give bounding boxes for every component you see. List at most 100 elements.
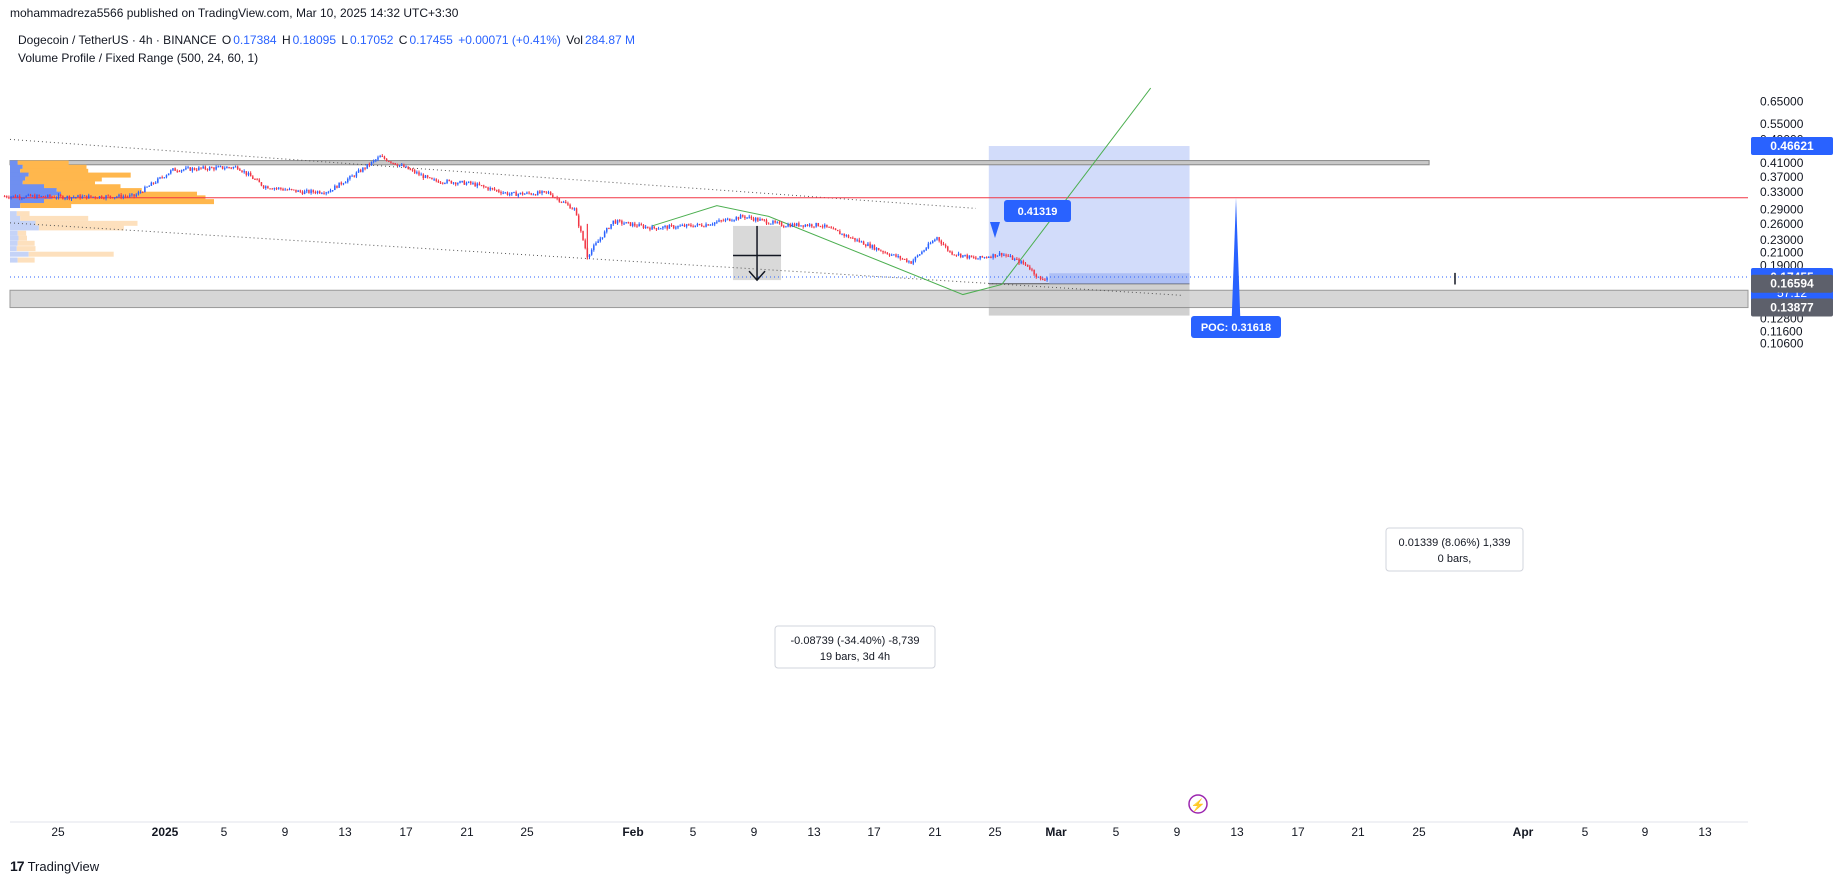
candle-body [925,248,927,251]
candle-body [362,167,364,172]
candle-body [129,195,131,197]
candle-body [273,188,276,190]
x-tick-label: 25 [520,825,534,839]
candle-body [700,224,703,227]
candle-body [236,166,239,170]
candle-body [992,254,994,258]
candle-body [36,195,38,199]
candle-body [77,195,79,198]
chart-legend: Dogecoin / TetherUS · 4h · BINANCE O 0.17… [18,33,637,47]
candle-body [187,167,189,169]
candle-body [75,197,77,199]
candle-body [403,164,405,168]
candle-body [906,259,908,262]
candle-body [312,190,314,193]
candle-body [724,219,727,221]
candle-body [310,190,312,193]
candle-body [228,167,230,169]
candle-body [776,222,779,224]
candle-body [836,229,839,232]
candle-body [275,188,278,190]
candle-body [614,220,617,224]
candle-body [970,255,973,258]
candle-body [422,174,425,178]
candle-body [474,183,476,187]
candle-body [629,222,632,226]
candle-body [368,164,371,166]
candle-body [616,220,619,224]
candle-body [949,250,951,252]
candle-body [1022,261,1025,264]
poc-callout-text: POC: 0.31618 [1201,322,1271,334]
drawing-lines [9,87,1748,296]
candle-body [16,196,19,198]
candle-body [1007,255,1009,257]
candle-body [936,237,938,240]
candle-body [985,257,988,259]
indicator-title[interactable]: Volume Profile / Fixed Range (500, 24, 6… [18,51,259,65]
y-axis: 0.650000.550000.490000.450000.410000.370… [1751,95,1833,350]
vp-bar-down [38,225,124,231]
candle-body [217,166,220,168]
candle-body [787,224,789,227]
candle-body [172,168,174,171]
symbol-title[interactable]: Dogecoin / TetherUS · 4h · BINANCE [18,33,217,47]
candle-body [677,225,679,228]
measure-label-1-line: -0.08739 (-34.40%) -8,739 [790,635,919,647]
candle-body [582,231,584,241]
candle-body [659,228,662,230]
vp-bar-down [17,160,69,166]
vp-bar-down [20,203,72,209]
candle-body [38,195,40,197]
candle-body [435,179,438,181]
candle-body [167,173,170,176]
candle-body [495,189,498,191]
candle-body [685,224,688,227]
candle-body [331,190,334,192]
candle-body [880,250,882,252]
support-zone [9,289,1749,309]
candle-body [152,182,155,184]
candle-body [778,222,781,224]
vp-bar-down [18,235,27,241]
candle-body [959,253,962,257]
candle-body [243,171,245,173]
candle-body [849,237,852,239]
candle-body [301,191,304,195]
candle-body [355,172,358,177]
overlay-layer: -0.08739 (-34.40%) -8,739 19 bars, 3d 4h 0… [733,197,1524,814]
candle-body [964,254,966,256]
candle-body [25,195,27,198]
candle-body [938,237,940,241]
candle-body [21,197,23,199]
candle-body [826,224,828,227]
x-tick-label: 9 [282,825,289,839]
tv-logo-icon: 17 [10,858,25,874]
candle-body [595,242,597,246]
candle-body [413,170,416,173]
candle-body [3,196,6,198]
candle-body [480,185,483,187]
candle-body [672,225,675,229]
candle-body [208,167,211,170]
candle-body [416,172,418,174]
candle-body [929,243,932,245]
candle-body [336,185,338,188]
candle-body [852,237,854,239]
candle-body [824,224,826,227]
measure-label-2-line: 0 bars, [1438,553,1472,565]
candle-body [560,201,563,203]
candle-body [694,225,697,228]
candle-body [334,185,336,191]
candle-body [111,197,114,199]
candle-body [877,248,880,251]
vp-bar-up [10,230,18,236]
candle-body [1018,259,1020,264]
candle-body [277,187,280,189]
x-tick-label: 17 [1291,825,1305,839]
candle-body [407,166,409,170]
tradingview-logo[interactable]: 17 TradingView [10,858,99,874]
candle-body [811,224,813,227]
candle-body [284,189,286,191]
